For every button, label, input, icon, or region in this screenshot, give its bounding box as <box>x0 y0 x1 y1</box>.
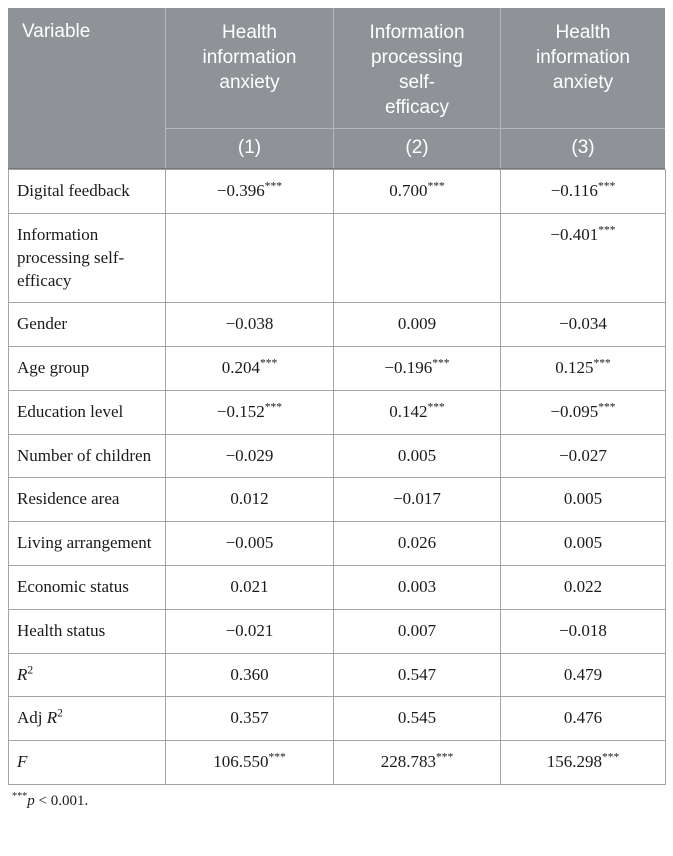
paper-table-figure: Variable Health information anxiety Info… <box>8 8 666 810</box>
cell-value <box>165 213 334 304</box>
significance-stars: *** <box>264 400 283 414</box>
row-label: Age group <box>8 346 166 391</box>
table-row-age-group: Age group 0.204*** −0.196*** 0.125*** <box>8 346 666 391</box>
significance-stars: *** <box>268 750 286 764</box>
table-row-number-of-children: Number of children −0.029 0.005 −0.027 <box>8 433 666 479</box>
cell-value: 0.204*** <box>165 346 334 391</box>
cell-value: 106.550*** <box>165 740 334 785</box>
header-col-1-title: Health information anxiety <box>165 8 333 129</box>
cell-value: −0.196*** <box>333 346 501 391</box>
row-label: Number of children <box>8 433 166 479</box>
header-col-3-title: Health information anxiety <box>500 8 665 129</box>
table-row-r-squared: R2 0.360 0.547 0.479 <box>8 652 666 698</box>
header-model-3: (3) <box>500 128 665 169</box>
row-label: Information processing self-efficacy <box>8 213 166 304</box>
cell-value: −0.152*** <box>165 389 334 435</box>
cell-value: 0.021 <box>165 564 334 610</box>
cell-value: −0.027 <box>500 433 666 479</box>
cell-value: −0.018 <box>500 608 666 654</box>
cell-value: 0.003 <box>333 564 501 610</box>
row-label: Digital feedback <box>8 169 166 215</box>
significance-stars: *** <box>427 179 445 193</box>
cell-value: 0.125*** <box>500 346 666 391</box>
cell-value: 0.545 <box>333 696 501 742</box>
significance-stars: *** <box>593 356 611 370</box>
header-model-1: (1) <box>165 128 333 169</box>
cell-value: 0.700*** <box>333 169 501 215</box>
cell-value: 0.357 <box>165 696 334 742</box>
significance-stars: *** <box>259 356 278 370</box>
row-label: Living arrangement <box>8 521 166 566</box>
cell-value: 0.479 <box>500 652 666 698</box>
significance-stars: *** <box>432 356 450 370</box>
cell-value: −0.021 <box>165 608 334 654</box>
cell-value: −0.095*** <box>500 389 666 435</box>
cell-value: 0.547 <box>333 652 501 698</box>
cell-value: −0.029 <box>165 433 334 479</box>
table-row-gender: Gender −0.038 0.009 −0.034 <box>8 302 666 348</box>
row-label: Gender <box>8 302 166 348</box>
cell-value: 0.012 <box>165 477 334 523</box>
row-label: Health status <box>8 608 166 654</box>
row-label: Economic status <box>8 564 166 610</box>
table-row-f-statistic: F 106.550*** 228.783*** 156.298*** <box>8 740 666 785</box>
cell-value: −0.034 <box>500 302 666 348</box>
row-label: Residence area <box>8 477 166 523</box>
cell-value <box>333 213 501 304</box>
cell-value: 0.009 <box>333 302 501 348</box>
table-row-adj-r-squared: Adj R2 0.357 0.545 0.476 <box>8 696 666 742</box>
table-row-residence-area: Residence area 0.012 −0.017 0.005 <box>8 477 666 523</box>
cell-value: 0.005 <box>500 477 666 523</box>
cell-value: 0.142*** <box>333 389 501 435</box>
table-row-economic-status: Economic status 0.021 0.003 0.022 <box>8 564 666 610</box>
table-header: Variable Health information anxiety Info… <box>8 8 665 170</box>
results-table: Digital feedback −0.396*** 0.700*** −0.1… <box>8 169 666 785</box>
cell-value: 0.360 <box>165 652 334 698</box>
cell-value: −0.401*** <box>500 213 666 304</box>
cell-value: 0.005 <box>333 433 501 479</box>
row-label: R2 <box>8 652 166 698</box>
cell-value: −0.038 <box>165 302 334 348</box>
table-footnote: ***p < 0.001. <box>12 790 665 810</box>
cell-value: 0.007 <box>333 608 501 654</box>
footnote-stars: *** <box>12 790 28 802</box>
cell-value: −0.116*** <box>500 169 666 215</box>
table-row-info-processing-self-efficacy: Information processing self-efficacy −0.… <box>8 213 666 304</box>
significance-stars: *** <box>598 400 616 414</box>
significance-stars: *** <box>597 179 616 193</box>
footnote-p: p <box>27 792 35 809</box>
row-label: Adj R2 <box>8 696 166 742</box>
cell-value: 0.476 <box>500 696 666 742</box>
cell-value: −0.396*** <box>165 169 334 215</box>
table-row-education-level: Education level −0.152*** 0.142*** −0.09… <box>8 389 666 435</box>
cell-value: 228.783*** <box>333 740 501 785</box>
significance-stars: *** <box>435 750 454 764</box>
cell-value: −0.005 <box>165 521 334 566</box>
cell-value: 156.298*** <box>500 740 666 785</box>
significance-stars: *** <box>601 750 620 764</box>
table-row-digital-feedback: Digital feedback −0.396*** 0.700*** −0.1… <box>8 169 666 215</box>
cell-value: −0.017 <box>333 477 501 523</box>
significance-stars: *** <box>427 400 445 414</box>
table-row-living-arrangement: Living arrangement −0.005 0.026 0.005 <box>8 521 666 566</box>
cell-value: 0.005 <box>500 521 666 566</box>
header-col-2-title: Information processing self- efficacy <box>333 8 500 129</box>
significance-stars: *** <box>264 179 283 193</box>
row-label: F <box>8 740 166 785</box>
row-label: Education level <box>8 389 166 435</box>
footnote-threshold: < 0.001. <box>34 792 89 809</box>
cell-value: 0.026 <box>333 521 501 566</box>
table-row-health-status: Health status −0.021 0.007 −0.018 <box>8 608 666 654</box>
cell-value: 0.022 <box>500 564 666 610</box>
header-variable: Variable <box>22 21 91 42</box>
significance-stars: *** <box>598 223 616 237</box>
header-model-2: (2) <box>333 128 500 169</box>
